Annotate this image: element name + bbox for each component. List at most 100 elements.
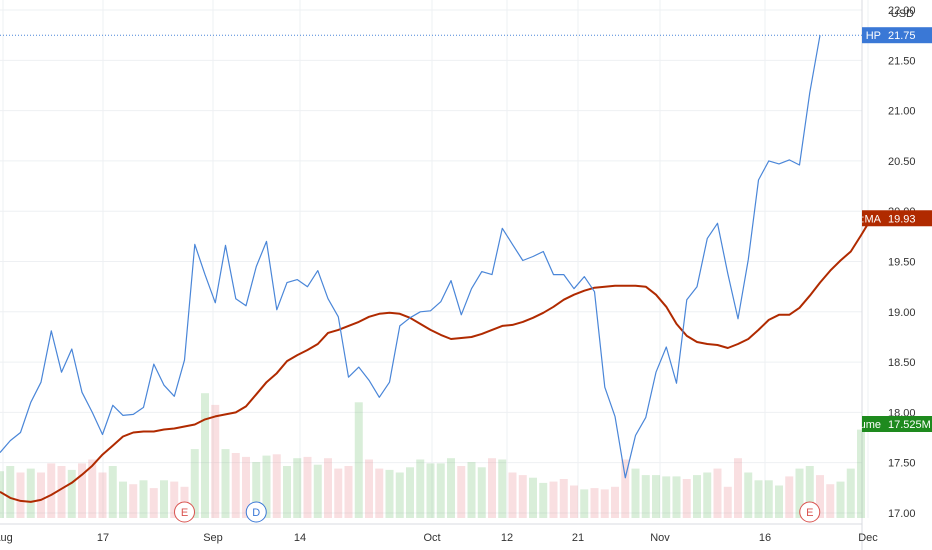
x-tick-label: 17 [97, 532, 109, 544]
volume-bar [703, 472, 712, 518]
volume-bar [406, 467, 414, 518]
volume-bar [672, 476, 681, 518]
event-circle[interactable] [174, 501, 195, 523]
time-axis[interactable]: Aug 17 Sep 14 Oct 12 21 Nov 16 Dec [0, 532, 878, 544]
event-marker-e[interactable]: E [174, 501, 195, 523]
volume-tag: Volume 17.525M [844, 416, 932, 432]
volume-bar [723, 486, 732, 518]
volume-bar [88, 459, 97, 518]
hp-price-tag-label: HP [866, 30, 881, 42]
volume-bar [385, 469, 394, 518]
event-letter: E [806, 507, 813, 519]
volume-bar [47, 463, 56, 518]
event-letter: D [252, 507, 260, 519]
volume-bar [313, 464, 322, 518]
volume-bar [37, 472, 45, 518]
volume-bar [529, 477, 537, 518]
volume-bar [272, 454, 281, 518]
y-tick-label: 17.00 [888, 508, 916, 520]
volume-tag-bg [862, 416, 932, 432]
x-tick-label: 14 [294, 532, 306, 544]
y-tick-label: 21.50 [888, 55, 916, 67]
x-tick-label: 12 [501, 532, 513, 544]
volume-bar [211, 404, 220, 518]
volume-bar [365, 459, 373, 518]
volume-bar [252, 462, 261, 518]
event-marker-d[interactable]: D [245, 501, 267, 523]
volume-bar [590, 488, 599, 518]
volume-bars [0, 393, 865, 518]
volume-bar [539, 482, 548, 518]
event-marker-e[interactable]: E [799, 501, 821, 523]
volume-bar [518, 475, 527, 518]
volume-bar [139, 480, 148, 518]
volume-bar [67, 469, 76, 518]
gridlines [0, 0, 869, 550]
volume-bar [436, 463, 445, 518]
event-circle[interactable] [245, 501, 267, 523]
volume-bar [231, 453, 240, 518]
volume-bar [221, 449, 230, 518]
volume-bar [467, 462, 476, 518]
event-circle[interactable] [799, 501, 821, 523]
volume-bar [836, 481, 845, 518]
volume-bar [734, 458, 742, 518]
volume-bar [795, 468, 804, 518]
volume-bar [682, 479, 691, 518]
volume-bar [283, 466, 291, 518]
volume-bar [119, 481, 127, 518]
volume-bar [764, 480, 773, 518]
x-tick-label: Sep [203, 532, 223, 544]
volume-bar [488, 458, 496, 518]
price-tags: HP 21.75 EMA:MA 19.93 Volume 17.525M [838, 27, 932, 432]
volume-bar [754, 480, 763, 518]
volume-bar [713, 468, 722, 518]
volume-bar [324, 458, 332, 518]
volume-bar [580, 489, 589, 518]
volume-bar [785, 476, 794, 518]
volume-bar [129, 484, 138, 518]
volume-bar [600, 489, 609, 518]
volume-bar [160, 480, 168, 518]
volume-bar [262, 455, 271, 518]
volume-bar [611, 486, 619, 518]
volume-bar [498, 459, 507, 518]
volume-bar [354, 402, 363, 518]
volume-bar [293, 458, 302, 518]
hp-price-tag-bg [862, 27, 932, 44]
volume-bar [549, 481, 558, 518]
volume-bar [559, 479, 568, 518]
ema-price-tag-bg [862, 210, 932, 227]
volume-bar [303, 456, 312, 518]
volume-tag-label: Volume [844, 419, 881, 431]
x-tick-label: 21 [572, 532, 584, 544]
x-tick-label: Nov [650, 532, 670, 544]
currency-label: USD [891, 8, 914, 20]
volume-bar [857, 429, 865, 518]
volume-bar [416, 459, 425, 518]
y-tick-label: 22.00 [888, 5, 916, 17]
volume-bar [426, 463, 435, 518]
volume-bar [98, 472, 107, 518]
hp-price-tag-value: 21.75 [888, 30, 916, 42]
hp-price-tag: HP 21.75 [862, 27, 932, 44]
volume-bar [334, 468, 343, 518]
y-tick-label: 20.50 [888, 156, 916, 168]
volume-bar [652, 475, 660, 518]
price-axis[interactable]: 17.0017.5018.0018.5019.0019.5020.0020.50… [888, 5, 916, 520]
volume-bar [508, 472, 517, 518]
x-tick-label: 16 [759, 532, 771, 544]
volume-bar [190, 449, 199, 518]
volume-bar [16, 472, 25, 518]
ema-price-tag-value: 19.93 [888, 213, 916, 225]
volume-bar [395, 472, 404, 518]
y-tick-label: 19.00 [888, 307, 916, 319]
event-letter: E [181, 507, 188, 519]
y-tick-label: 19.50 [888, 257, 916, 269]
volume-tag-value: 17.525M [888, 419, 931, 431]
hp-price-line [0, 35, 821, 479]
volume-bar [78, 463, 86, 518]
